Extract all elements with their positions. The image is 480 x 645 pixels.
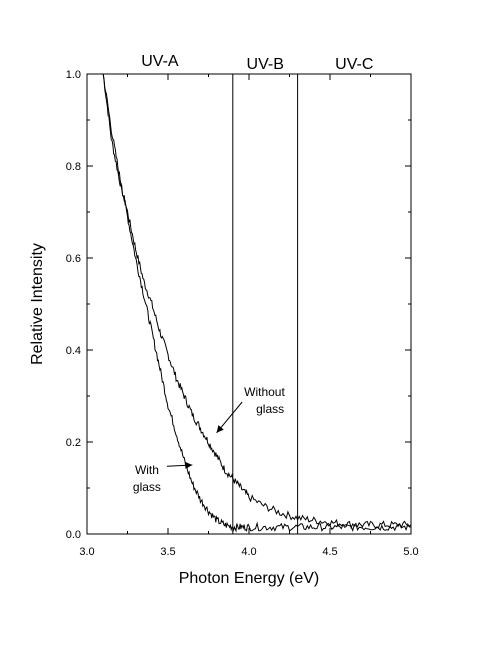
annotation-text: glass xyxy=(133,480,161,494)
y-tick-label: 0.0 xyxy=(66,529,81,541)
x-axis-title: Photon Energy (eV) xyxy=(179,570,320,587)
y-tick-label: 0.4 xyxy=(66,345,81,357)
y-tick-label: 0.8 xyxy=(66,161,81,173)
x-tick-label: 3.5 xyxy=(160,546,175,558)
y-tick-label: 1.0 xyxy=(66,69,81,81)
band-label: UV-A xyxy=(141,53,179,70)
x-tick-label: 3.0 xyxy=(79,546,94,558)
series-line-0 xyxy=(102,74,412,530)
x-tick-label: 4.5 xyxy=(322,546,337,558)
x-tick-label: 5.0 xyxy=(403,546,418,558)
y-axis-ticks: 0.0 0.2 0.4 0.6 0.8 1.0 xyxy=(66,69,411,541)
annotation-text: glass xyxy=(256,402,284,416)
band-label: UV-C xyxy=(335,56,373,73)
y-tick-label: 0.6 xyxy=(66,253,81,265)
y-axis-title: Relative Intensity xyxy=(29,243,46,365)
annotation-text: With xyxy=(135,463,159,477)
band-label: UV-B xyxy=(247,56,284,73)
x-tick-label: 4.0 xyxy=(241,546,256,558)
annotation-text: Without xyxy=(244,385,285,399)
annotation-arrowhead xyxy=(216,425,224,433)
series-group xyxy=(102,73,412,533)
annotations: Without glass With glass xyxy=(133,385,286,494)
band-labels: UV-A UV-B UV-C xyxy=(141,53,373,73)
band-boundaries xyxy=(232,74,299,534)
series-line-1 xyxy=(102,73,412,533)
y-tick-label: 0.2 xyxy=(66,437,81,449)
annotation-arrowhead xyxy=(185,461,193,469)
x-axis-ticks: 3.0 3.5 4.0 4.5 5.0 xyxy=(79,74,419,558)
